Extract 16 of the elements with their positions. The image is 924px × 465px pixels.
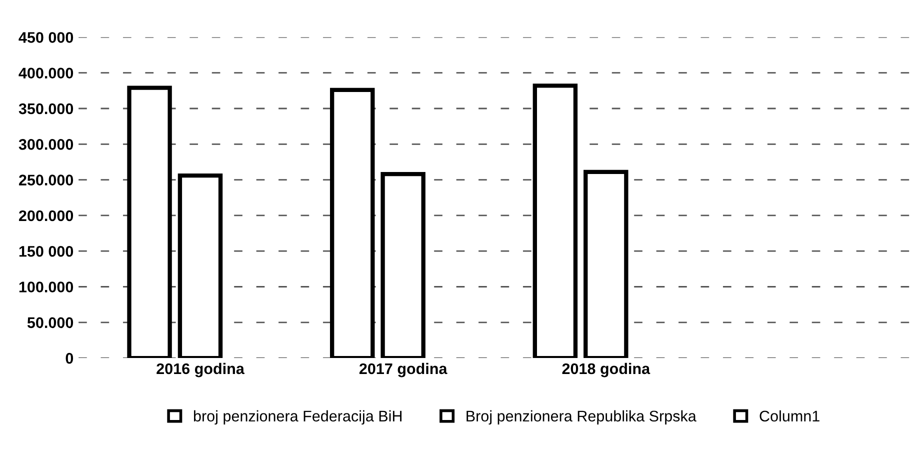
legend-label: Broj penzionera Republika Srpska bbox=[466, 410, 696, 425]
y-tick-label: 350.000 bbox=[18, 103, 74, 114]
x-tick-label: 2017 godina bbox=[359, 362, 448, 378]
y-tick-label: 0 bbox=[66, 352, 74, 364]
y-tick-label: 450 000 bbox=[18, 32, 74, 43]
legend-label: broj penzionera Federacija BiH bbox=[194, 410, 402, 425]
y-tick-label: 200.000 bbox=[18, 210, 74, 222]
legend-label: Column1 bbox=[760, 410, 820, 422]
y-tick-label: 300.000 bbox=[18, 139, 74, 150]
x-tick-label: 2016 godina bbox=[156, 362, 244, 378]
y-tick-label: 250.000 bbox=[18, 174, 74, 186]
y-tick-label: 100.000 bbox=[19, 282, 74, 292]
y-tick-label: 150 000 bbox=[19, 246, 74, 257]
y-tick-label: 400.000 bbox=[18, 68, 74, 79]
y-tick-label: 50.000 bbox=[27, 317, 74, 328]
x-tick-label: 2018 godina bbox=[562, 362, 650, 378]
